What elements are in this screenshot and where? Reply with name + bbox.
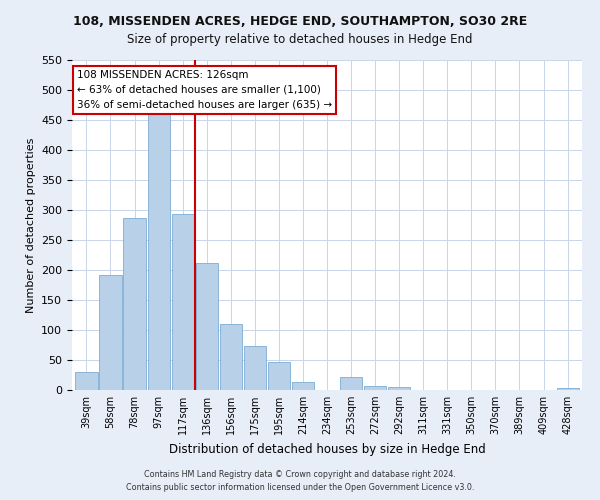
Bar	[388, 387, 410, 390]
Bar	[292, 382, 314, 390]
Bar	[244, 346, 266, 390]
Text: 108 MISSENDEN ACRES: 126sqm
← 63% of detached houses are smaller (1,100)
36% of : 108 MISSENDEN ACRES: 126sqm ← 63% of det…	[77, 70, 332, 110]
Bar	[100, 275, 122, 390]
Text: Contains HM Land Registry data © Crown copyright and database right 2024.
Contai: Contains HM Land Registry data © Crown c…	[126, 470, 474, 492]
Bar	[364, 386, 386, 390]
Bar	[148, 114, 170, 390]
Text: 108, MISSENDEN ACRES, HEDGE END, SOUTHAMPTON, SO30 2RE: 108, MISSENDEN ACRES, HEDGE END, SOUTHAM…	[73, 15, 527, 28]
Bar	[124, 218, 146, 390]
Bar	[340, 377, 362, 390]
X-axis label: Distribution of detached houses by size in Hedge End: Distribution of detached houses by size …	[169, 442, 485, 456]
Bar	[76, 372, 98, 390]
Bar	[196, 263, 218, 390]
Bar	[557, 388, 578, 390]
Bar	[268, 362, 290, 390]
Bar	[172, 214, 194, 390]
Y-axis label: Number of detached properties: Number of detached properties	[26, 138, 35, 312]
Text: Size of property relative to detached houses in Hedge End: Size of property relative to detached ho…	[127, 32, 473, 46]
Bar	[220, 324, 242, 390]
